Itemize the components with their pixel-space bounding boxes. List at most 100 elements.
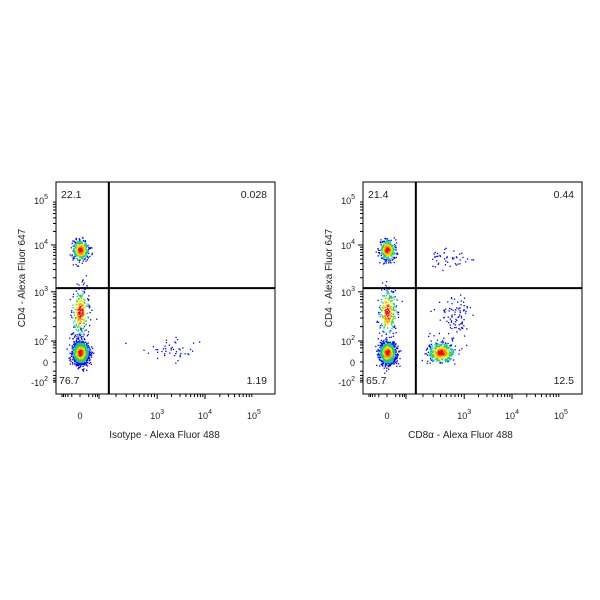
event-dot [382, 354, 384, 357]
event-dot [79, 304, 81, 306]
event-dot [383, 257, 385, 259]
tick-base: 0 [77, 411, 82, 421]
event-dot [433, 353, 435, 355]
event-dot [383, 342, 385, 344]
event-dot [83, 290, 85, 293]
event-dot [386, 345, 389, 348]
x-tick-label: 103 [457, 409, 471, 421]
event-dot [71, 347, 73, 349]
event-dot [436, 345, 439, 348]
event-dot [83, 368, 85, 370]
event-dot [83, 341, 85, 343]
event-dot [76, 257, 79, 260]
event-dot [87, 303, 89, 305]
event-dot [84, 356, 86, 359]
event-dot [86, 357, 88, 359]
event-dot [85, 329, 87, 331]
event-dot [450, 308, 453, 310]
event-dot [395, 343, 397, 345]
event-dot [82, 246, 84, 248]
event-dot [393, 349, 395, 351]
event-dot [81, 295, 83, 297]
event-dot [176, 338, 179, 341]
event-dot [385, 356, 387, 358]
event-dot [381, 289, 383, 291]
event-dot [387, 365, 390, 368]
event-dot [394, 246, 397, 249]
event-dot [383, 339, 385, 342]
event-dot [386, 254, 388, 256]
event-dot [452, 350, 454, 352]
event-dot [77, 350, 79, 353]
event-dot [380, 249, 382, 251]
tick-base: 10 [247, 411, 257, 421]
quadrant-upper-right-percent: 0.44 [554, 189, 575, 201]
event-dot [443, 337, 445, 339]
event-dot [86, 251, 89, 254]
event-dot [384, 353, 386, 355]
event-dot [430, 340, 432, 342]
event-dot [391, 319, 393, 321]
event-dot [387, 347, 389, 350]
event-dot [394, 361, 396, 364]
event-dot [446, 350, 448, 352]
event-dot [192, 342, 195, 344]
event-dot [83, 301, 86, 303]
event-dot [86, 360, 88, 362]
event-dot [460, 323, 462, 325]
event-dot [82, 321, 85, 323]
event-dot [391, 316, 394, 318]
event-dot [83, 356, 86, 359]
event-dot [439, 346, 441, 348]
event-dot [81, 290, 83, 292]
event-dot [438, 358, 441, 360]
event-dot [69, 337, 71, 339]
event-dot [397, 253, 399, 255]
event-dot [85, 256, 87, 258]
event-dot [382, 353, 385, 355]
event-dot [69, 356, 71, 359]
quadrant-lower-left-percent: 76.7 [59, 375, 80, 387]
event-dot [78, 251, 80, 253]
event-dot [387, 359, 389, 362]
event-dot [81, 253, 83, 255]
event-dot [74, 359, 76, 361]
event-dot [83, 313, 86, 315]
event-dot [447, 359, 449, 362]
event-dot [82, 354, 84, 356]
event-dot [90, 319, 92, 321]
event-dot [156, 357, 159, 360]
event-dot [82, 344, 84, 346]
event-dot [91, 352, 93, 355]
event-dot [77, 294, 80, 296]
event-dot [388, 239, 390, 242]
event-dot [191, 350, 194, 352]
event-dot [434, 266, 436, 268]
event-dot [427, 360, 429, 362]
event-dot [76, 252, 78, 255]
event-dot [394, 358, 396, 361]
event-dot [84, 307, 86, 309]
event-dot [451, 327, 453, 330]
event-dot [386, 240, 388, 242]
event-dot [390, 239, 392, 241]
event-dot [71, 354, 73, 356]
event-dot [454, 311, 456, 313]
event-dot [449, 351, 451, 354]
event-dot [443, 356, 445, 358]
y-tick-label: 0 [43, 358, 48, 368]
event-dot [82, 313, 84, 315]
event-dot [400, 350, 402, 352]
event-dot [74, 358, 76, 360]
event-dot [384, 312, 386, 314]
event-dot [391, 246, 393, 248]
event-dot [391, 362, 393, 364]
event-dot [383, 243, 385, 245]
event-dot [74, 255, 76, 258]
event-dot [390, 346, 392, 349]
event-dot [384, 366, 386, 368]
event-dot [429, 350, 432, 353]
tick-exponent: 2 [44, 376, 48, 383]
event-dot [384, 349, 386, 351]
event-dot [84, 317, 87, 319]
